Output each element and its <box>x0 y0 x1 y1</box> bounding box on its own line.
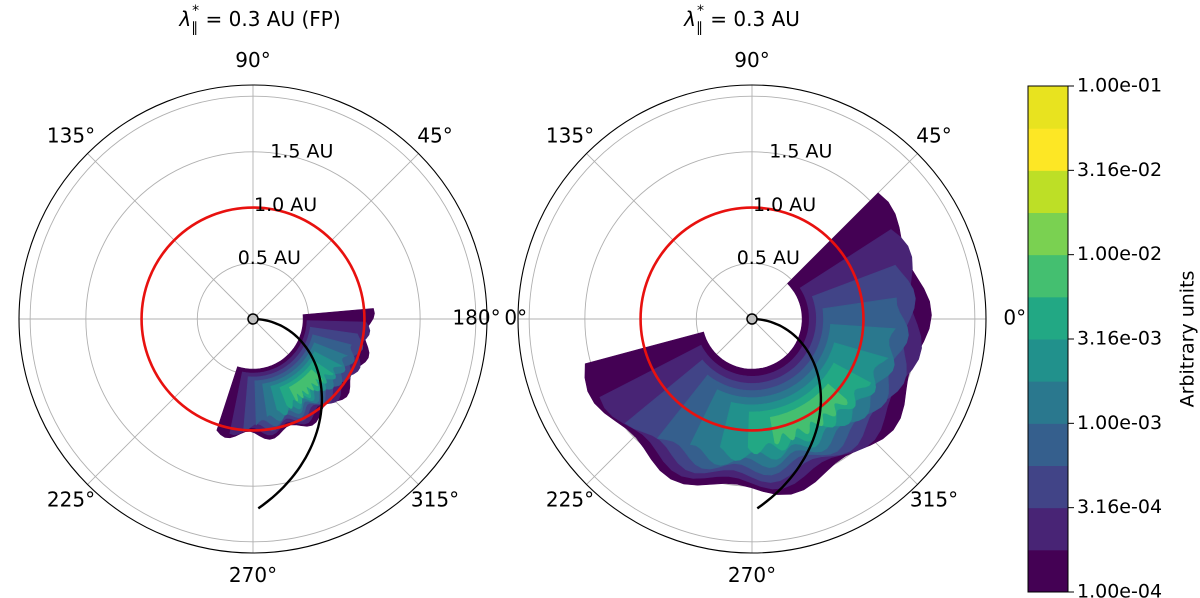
panel-title: λ∥* = 0.3 AU (FP) <box>178 3 340 36</box>
grid-spoke <box>87 153 254 320</box>
colorbar-tick-label: 1.00e-01 <box>1077 75 1162 97</box>
angle-tick-label: 0° <box>504 306 527 330</box>
angle-tick-label: 315° <box>910 488 958 512</box>
colorbar-segment <box>1028 423 1068 466</box>
title-symbol: λ <box>178 7 191 31</box>
colorbar-segment <box>1028 296 1068 340</box>
angle-tick-label: 135° <box>47 123 95 147</box>
title-rest: = 0.3 AU <box>704 7 800 31</box>
spiral-field-line <box>751 317 823 510</box>
angle-tick-label: 270° <box>728 563 776 587</box>
angle-tick-label: 90° <box>235 48 270 72</box>
colorbar-segment <box>1028 465 1068 509</box>
colorbar-segment <box>1028 212 1068 256</box>
colorbar: 1.00e-04 3.16e-04 1.00e-03 3.16e-03 1.00e-02… <box>1027 75 1199 598</box>
colorbar-tick-label: 3.16e-04 <box>1077 496 1162 518</box>
panel-title: λ∥* = 0.3 AU <box>683 3 800 36</box>
contour-level-7 <box>288 369 323 402</box>
angle-tick-label: 180° <box>452 306 500 330</box>
reference-circle-1au <box>140 206 366 432</box>
radial-tick-label: 1.0 AU <box>254 194 317 216</box>
colorbar-tick-label: 3.16e-02 <box>1077 159 1162 181</box>
angle-tick-label: 0° <box>1003 306 1026 330</box>
colorbar-segment <box>1028 381 1068 424</box>
angle-tick-label: 225° <box>47 488 95 512</box>
title-subscript: ∥ <box>191 20 198 36</box>
colorbar-segment <box>1028 507 1068 551</box>
colorbar-tick-label: 1.00e-03 <box>1077 412 1162 434</box>
radial-tick-label: 1.0 AU <box>753 194 816 216</box>
colorbar-segment <box>1028 128 1068 171</box>
grid-spoke <box>252 153 419 320</box>
title-superscript: * <box>697 3 704 19</box>
title-rest: = 0.3 AU (FP) <box>199 7 340 31</box>
reference-circle-1au <box>639 206 865 432</box>
angle-tick-label: 45° <box>916 123 951 147</box>
colorbar-segment <box>1028 339 1068 382</box>
angle-tick-label: 225° <box>546 488 594 512</box>
grid-spoke <box>87 318 254 485</box>
angle-tick-label: 45° <box>417 123 452 147</box>
angle-tick-label: 270° <box>229 563 277 587</box>
contour-fill <box>216 308 375 440</box>
title-superscript: * <box>192 3 199 19</box>
grid-circle <box>29 95 477 543</box>
colorbar-tick-label: 1.00e-04 <box>1077 581 1162 598</box>
colorbar-segment <box>1028 86 1068 129</box>
angle-tick-label: 180° <box>0 306 2 330</box>
spiral-field-line <box>252 317 324 510</box>
angle-tick-label: 135° <box>546 123 594 147</box>
radial-tick-label: 0.5 AU <box>737 247 800 269</box>
grid-circle <box>528 95 976 543</box>
title-symbol: λ <box>683 7 696 31</box>
radial-tick-label: 0.5 AU <box>238 247 301 269</box>
grid-spoke <box>586 153 753 320</box>
colorbar-segment <box>1028 549 1068 593</box>
angle-tick-label: 315° <box>411 488 459 512</box>
radial-tick-label: 1.5 AU <box>270 141 333 163</box>
polar-panel-2: 0.5 AU 1.0 AU 1.5 AU 0° 45° 90° 135° 180° 225° 27… <box>452 3 1026 587</box>
grid-circle <box>85 151 421 487</box>
colorbar-segment <box>1028 170 1068 213</box>
colorbar-segment <box>1028 254 1068 298</box>
source-marker <box>746 313 758 325</box>
source-marker <box>247 313 259 325</box>
colorbar-tick-label: 3.16e-03 <box>1077 328 1162 350</box>
angle-tick-label: 90° <box>734 48 769 72</box>
contour-fill <box>584 192 932 495</box>
polar-frame <box>18 84 488 554</box>
radial-tick-label: 1.5 AU <box>769 141 832 163</box>
title-subscript: ∥ <box>696 20 703 36</box>
colorbar-label: Arbitrary units <box>1177 271 1199 408</box>
colorbar-tick-label: 1.00e-02 <box>1077 243 1162 265</box>
polar-frame <box>517 84 987 554</box>
polar-panel-1: 0.5 AU 1.0 AU 1.5 AU 0° 45° 90° 135° 180° 225° 27… <box>0 3 527 587</box>
